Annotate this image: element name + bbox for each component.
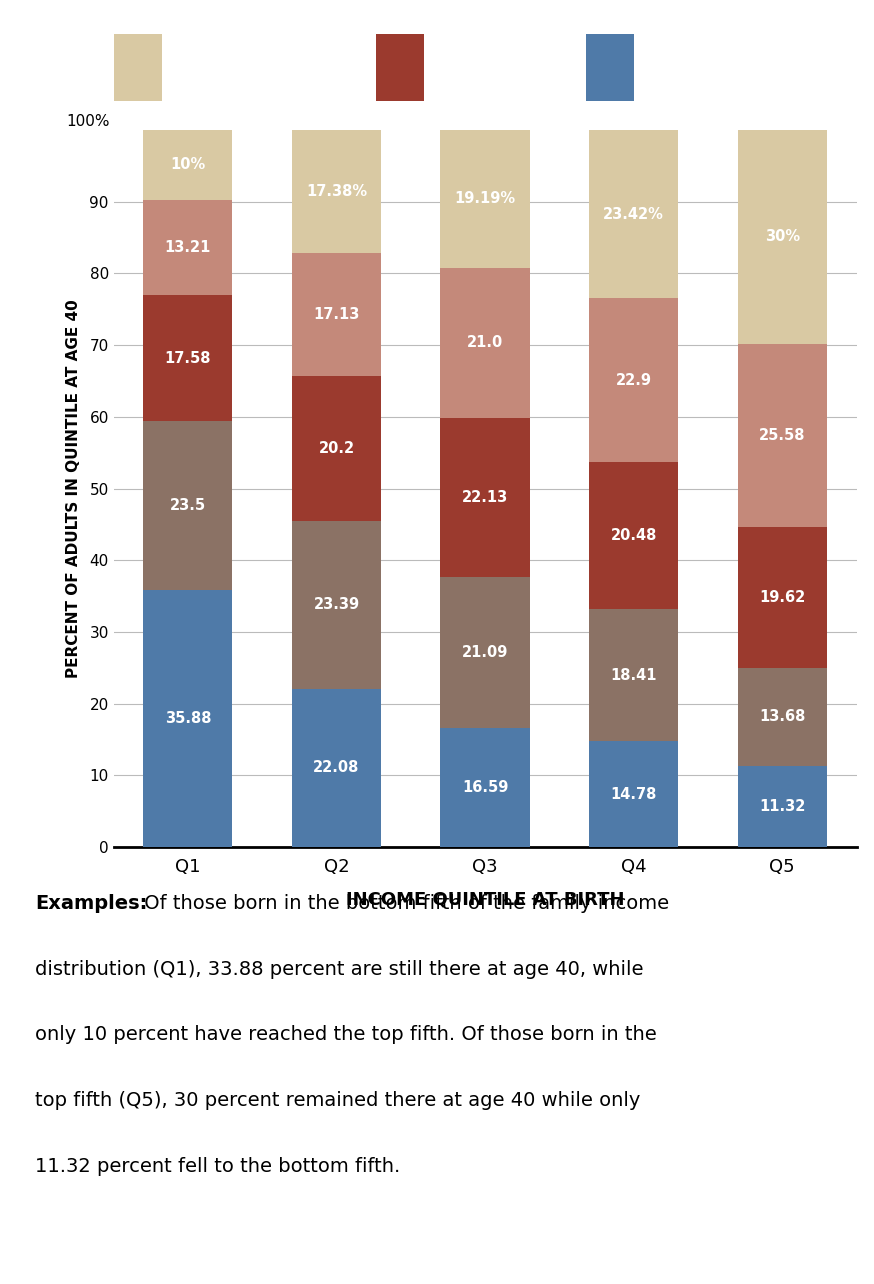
Text: Of those born in the bottom fifth of the family income: Of those born in the bottom fifth of the… (138, 894, 669, 913)
Bar (589, 298, 678, 462)
Text: 11.32: 11.32 (759, 799, 806, 814)
Bar (143, 421, 232, 589)
Text: only 10 percent have reached the top fifth. Of those born in the: only 10 percent have reached the top fif… (35, 1026, 656, 1044)
Bar (440, 267, 530, 419)
Bar (440, 419, 530, 577)
Bar (738, 668, 827, 767)
Bar (292, 128, 381, 253)
Y-axis label: PERCENT OF ADULTS IN QUINTILE AT AGE 40: PERCENT OF ADULTS IN QUINTILE AT AGE 40 (66, 299, 81, 678)
Bar (440, 130, 530, 267)
Text: 13.68: 13.68 (759, 710, 806, 724)
Text: 23.5: 23.5 (170, 498, 206, 514)
Text: 14.78: 14.78 (610, 787, 657, 801)
Bar (738, 528, 827, 668)
Bar (143, 589, 232, 847)
Bar (143, 200, 232, 295)
Bar (292, 376, 381, 521)
Bar (440, 577, 530, 728)
Bar (143, 128, 232, 200)
Bar (589, 741, 678, 847)
Bar (292, 688, 381, 847)
Bar (738, 128, 827, 344)
Text: 16.59: 16.59 (461, 781, 509, 795)
Text: 13.21: 13.21 (164, 240, 212, 256)
Text: 20.48: 20.48 (610, 528, 657, 543)
Text: 18.41: 18.41 (610, 668, 657, 683)
Text: Examples:: Examples: (35, 894, 148, 913)
Bar (292, 521, 381, 688)
Text: 17.58: 17.58 (164, 351, 212, 366)
Text: 21.0: 21.0 (467, 335, 503, 351)
Bar (440, 728, 530, 847)
Text: 100%: 100% (66, 114, 110, 130)
Bar (143, 295, 232, 421)
Text: 17.13: 17.13 (313, 307, 360, 322)
Bar (589, 130, 678, 298)
Text: top fifth (Q5), 30 percent remained there at age 40 while only: top fifth (Q5), 30 percent remained ther… (35, 1091, 641, 1111)
Text: 20.2: 20.2 (318, 442, 355, 456)
Text: distribution (Q1), 33.88 percent are still there at age 40, while: distribution (Q1), 33.88 percent are sti… (35, 959, 643, 978)
Bar (589, 462, 678, 609)
FancyBboxPatch shape (376, 33, 424, 101)
Text: 23.39: 23.39 (314, 597, 359, 612)
Text: 30%: 30% (765, 229, 800, 244)
Text: 17.38%: 17.38% (306, 184, 367, 199)
Text: 11.32 percent fell to the bottom fifth.: 11.32 percent fell to the bottom fifth. (35, 1157, 400, 1176)
Text: 22.9: 22.9 (615, 372, 652, 388)
Text: 22.13: 22.13 (462, 490, 508, 505)
Bar (738, 344, 827, 528)
X-axis label: INCOME QUINTILE AT BIRTH: INCOME QUINTILE AT BIRTH (346, 890, 624, 908)
Text: 21.09: 21.09 (461, 645, 509, 660)
FancyBboxPatch shape (586, 33, 634, 101)
Bar (589, 609, 678, 741)
Text: 10%: 10% (170, 157, 205, 172)
Text: 25.58: 25.58 (759, 428, 806, 443)
Text: 22.08: 22.08 (313, 760, 360, 776)
Bar (738, 767, 827, 847)
Text: 35.88: 35.88 (164, 711, 212, 725)
Text: 19.19%: 19.19% (454, 191, 516, 207)
Text: 23.42%: 23.42% (603, 207, 664, 222)
Bar (292, 253, 381, 376)
Text: 19.62: 19.62 (760, 591, 805, 605)
FancyBboxPatch shape (114, 33, 162, 101)
